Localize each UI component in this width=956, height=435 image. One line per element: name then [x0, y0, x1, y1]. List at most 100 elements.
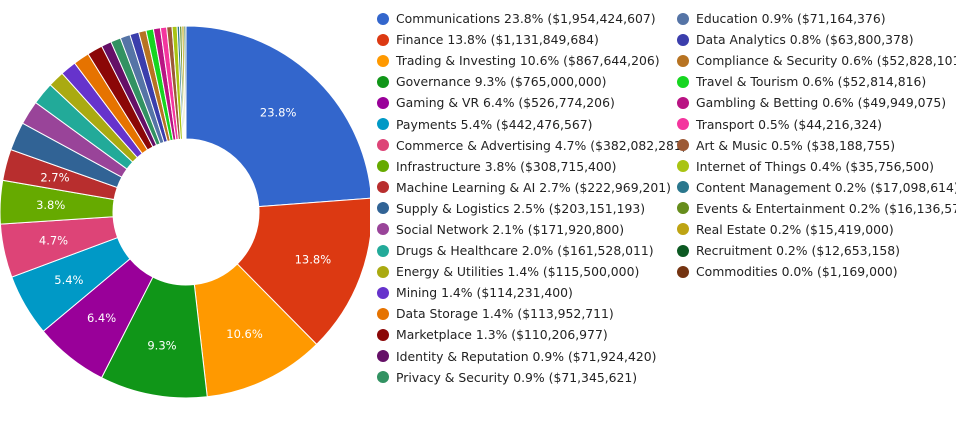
legend-swatch [377, 96, 389, 109]
legend-item[interactable]: Trading & Investing 10.6% ($867,644,206) [377, 50, 687, 71]
legend-swatch [677, 33, 689, 46]
legend-label: Gambling & Betting 0.6% ($49,949,075) [696, 95, 947, 111]
legend-label: Social Network 2.1% ($171,920,800) [396, 221, 625, 237]
legend-swatch [677, 244, 689, 257]
legend-item[interactable]: Commodities 0.0% ($1,169,000) [677, 261, 956, 282]
legend-column-1: Communications 23.8% ($1,954,424,607) Fin… [377, 8, 687, 388]
legend-label: Supply & Logistics 2.5% ($203,151,193) [396, 200, 646, 216]
legend-swatch [377, 286, 389, 299]
legend-label: Identity & Reputation 0.9% ($71,924,420) [396, 348, 657, 364]
slice-label: 13.8% [295, 253, 332, 267]
slice-label: 6.4% [87, 311, 116, 325]
legend-swatch [377, 223, 389, 236]
legend-item[interactable]: Governance 9.3% ($765,000,000) [377, 71, 687, 92]
legend-item[interactable]: Infrastructure 3.8% ($308,715,400) [377, 156, 687, 177]
legend-item[interactable]: Identity & Reputation 0.9% ($71,924,420) [377, 346, 687, 367]
legend-label: Payments 5.4% ($442,476,567) [396, 116, 593, 132]
legend-item[interactable]: Payments 5.4% ($442,476,567) [377, 113, 687, 134]
slice-label: 23.8% [260, 106, 297, 120]
legend-item[interactable]: Privacy & Security 0.9% ($71,345,621) [377, 367, 687, 388]
slice-label: 10.6% [226, 327, 263, 341]
legend-label: Drugs & Healthcare 2.0% ($161,528,011) [396, 243, 654, 259]
legend-item[interactable]: Machine Learning & AI 2.7% ($222,969,201… [377, 177, 687, 198]
legend-label: Internet of Things 0.4% ($35,756,500) [696, 158, 934, 174]
legend-label: Events & Entertainment 0.2% ($16,136,575… [696, 200, 956, 216]
legend-swatch [377, 12, 389, 25]
donut-chart: 23.8% 13.8% 10.6% 9.3% 6.4% 5.4% 4.7% 3.8% 2.7% [0, 25, 370, 399]
legend-swatch [377, 265, 389, 278]
legend-label: Energy & Utilities 1.4% ($115,500,000) [396, 264, 640, 280]
legend-item[interactable]: Supply & Logistics 2.5% ($203,151,193) [377, 198, 687, 219]
legend-swatch [677, 223, 689, 236]
legend-item[interactable]: Communications 23.8% ($1,954,424,607) [377, 8, 687, 29]
legend-label: Privacy & Security 0.9% ($71,345,621) [396, 369, 638, 385]
legend-swatch [377, 160, 389, 173]
legend-item[interactable]: Recruitment 0.2% ($12,653,158) [677, 240, 956, 261]
legend-item[interactable]: Events & Entertainment 0.2% ($16,136,575… [677, 198, 956, 219]
legend-swatch [677, 181, 689, 194]
legend-swatch [377, 307, 389, 320]
legend-swatch [677, 160, 689, 173]
slice-label: 4.7% [39, 233, 68, 247]
legend-swatch [677, 118, 689, 131]
legend-item[interactable]: Content Management 0.2% ($17,098,614) [677, 177, 956, 198]
legend-item[interactable]: Education 0.9% ($71,164,376) [677, 8, 956, 29]
slice-label: 3.8% [36, 198, 65, 212]
legend-label: Data Storage 1.4% ($113,952,711) [396, 306, 614, 322]
legend-label: Art & Music 0.5% ($38,188,755) [696, 137, 896, 153]
legend-swatch [677, 75, 689, 88]
legend-label: Commerce & Advertising 4.7% ($382,082,28… [396, 137, 687, 153]
legend-swatch [377, 54, 389, 67]
legend-label: Recruitment 0.2% ($12,653,158) [696, 243, 900, 259]
legend-item[interactable]: Commerce & Advertising 4.7% ($382,082,28… [377, 135, 687, 156]
legend-item[interactable]: Internet of Things 0.4% ($35,756,500) [677, 156, 956, 177]
legend-item[interactable]: Real Estate 0.2% ($15,419,000) [677, 219, 956, 240]
legend-swatch [377, 139, 389, 152]
legend-label: Communications 23.8% ($1,954,424,607) [396, 11, 656, 27]
legend-label: Data Analytics 0.8% ($63,800,378) [696, 32, 914, 48]
slice-label: 2.7% [40, 171, 69, 185]
legend-item[interactable]: Travel & Tourism 0.6% ($52,814,816) [677, 71, 956, 92]
legend-label: Trading & Investing 10.6% ($867,644,206) [396, 53, 660, 69]
legend-label: Compliance & Security 0.6% ($52,828,101) [696, 53, 956, 69]
legend-label: Transport 0.5% ($44,216,324) [696, 116, 882, 132]
legend-swatch [377, 33, 389, 46]
legend-item[interactable]: Finance 13.8% ($1,131,849,684) [377, 29, 687, 50]
legend-swatch [377, 371, 389, 384]
legend-swatch [377, 328, 389, 341]
legend-column-2: Education 0.9% ($71,164,376) Data Analyti… [677, 8, 956, 282]
legend-swatch [677, 96, 689, 109]
legend-item[interactable]: Data Analytics 0.8% ($63,800,378) [677, 29, 956, 50]
legend-item[interactable]: Marketplace 1.3% ($110,206,977) [377, 324, 687, 345]
legend-item[interactable]: Social Network 2.1% ($171,920,800) [377, 219, 687, 240]
legend-item[interactable]: Drugs & Healthcare 2.0% ($161,528,011) [377, 240, 687, 261]
slice-communications[interactable] [185, 25, 370, 208]
legend-item[interactable]: Compliance & Security 0.6% ($52,828,101) [677, 50, 956, 71]
legend-label: Machine Learning & AI 2.7% ($222,969,201… [396, 179, 672, 195]
legend-label: Marketplace 1.3% ($110,206,977) [396, 327, 608, 343]
legend-swatch [377, 350, 389, 363]
legend-swatch [377, 75, 389, 88]
slice-finance[interactable] [236, 197, 370, 346]
legend-item[interactable]: Mining 1.4% ($114,231,400) [377, 282, 687, 303]
legend-swatch [377, 118, 389, 131]
legend-item[interactable]: Data Storage 1.4% ($113,952,711) [377, 303, 687, 324]
legend-label: Commodities 0.0% ($1,169,000) [696, 264, 898, 280]
legend-item[interactable]: Gambling & Betting 0.6% ($49,949,075) [677, 92, 956, 113]
legend-label: Mining 1.4% ($114,231,400) [396, 285, 573, 301]
legend-swatch [677, 139, 689, 152]
legend-label: Real Estate 0.2% ($15,419,000) [696, 221, 894, 237]
legend-item[interactable]: Gaming & VR 6.4% ($526,774,206) [377, 92, 687, 113]
legend-swatch [377, 202, 389, 215]
legend-item[interactable]: Energy & Utilities 1.4% ($115,500,000) [377, 261, 687, 282]
legend-swatch [677, 265, 689, 278]
legend-label: Education 0.9% ($71,164,376) [696, 11, 886, 27]
legend-label: Travel & Tourism 0.6% ($52,814,816) [696, 74, 927, 90]
legend-item[interactable]: Transport 0.5% ($44,216,324) [677, 113, 956, 134]
slice-label: 9.3% [147, 338, 176, 352]
legend-label: Content Management 0.2% ($17,098,614) [696, 179, 956, 195]
legend-label: Infrastructure 3.8% ($308,715,400) [396, 158, 617, 174]
slice-label: 5.4% [54, 273, 83, 287]
legend-item[interactable]: Art & Music 0.5% ($38,188,755) [677, 135, 956, 156]
legend-label: Gaming & VR 6.4% ($526,774,206) [396, 95, 615, 111]
